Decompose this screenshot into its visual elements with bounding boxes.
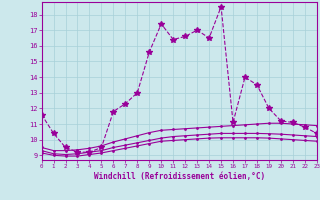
X-axis label: Windchill (Refroidissement éolien,°C): Windchill (Refroidissement éolien,°C) (94, 172, 265, 181)
